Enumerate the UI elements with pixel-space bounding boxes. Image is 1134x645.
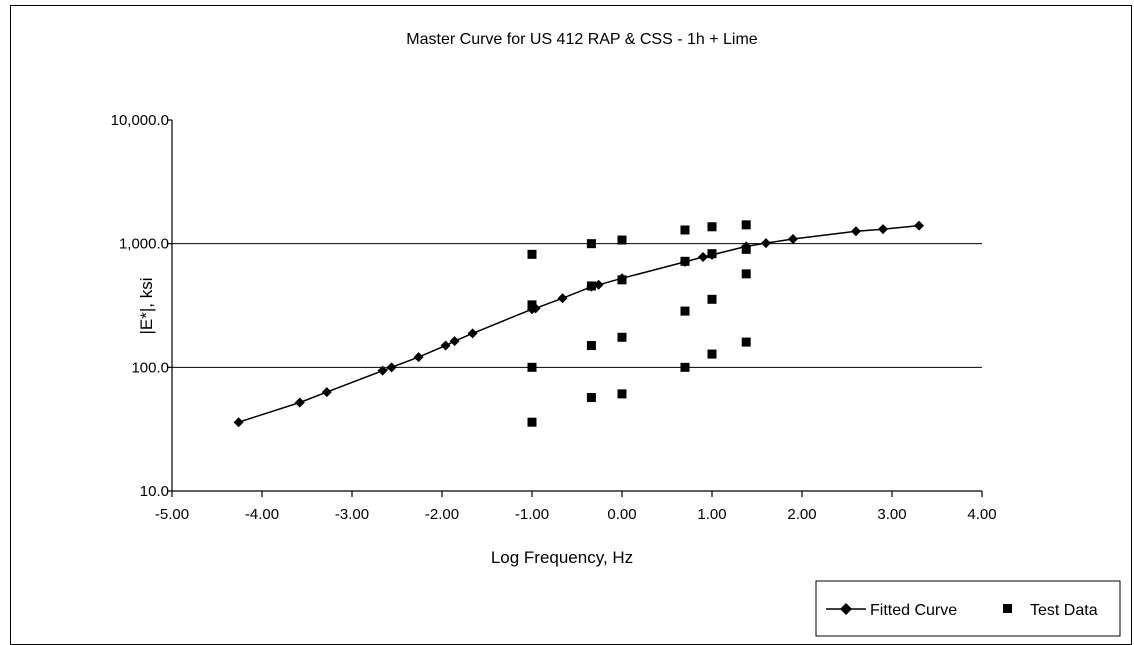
fitted-curve-point [440,340,451,351]
fitted-curve-point [557,293,568,304]
y-tick-label: 10.0 [140,483,169,500]
x-tick-label: -2.00 [425,506,459,523]
x-tick-label: 2.00 [787,506,816,523]
fitted-curve-point [233,417,244,428]
fitted-curve-point [413,352,424,363]
test-data-point [680,306,690,316]
y-tick-label: 1,000.0 [119,236,169,253]
y-tick-label: 10,000.0 [111,112,169,129]
test-data-point [707,294,717,304]
x-tick-label: 1.00 [697,506,726,523]
grid-lines [172,243,982,368]
x-tick-label: 0.00 [607,506,636,523]
test-data-point [741,269,751,279]
fitted-curve-series [233,220,924,428]
legend: Fitted Curve Test Data [815,580,1121,637]
test-data-point [707,249,717,259]
fitted-curve-point [294,397,305,408]
fitted-curve-point [698,252,708,263]
test-data-point [707,222,717,232]
axes [167,119,983,497]
test-data-point [586,341,596,351]
legend-label-fitted: Fitted Curve [870,602,957,619]
y-axis-title: |E*|, ksi [137,277,156,334]
test-data-point [586,393,596,403]
x-tick-label: 3.00 [877,506,906,523]
legend-box [815,580,1121,637]
x-axis-title: Log Frequency, Hz [491,548,633,567]
test-data-point [741,337,751,347]
fitted-curve-point [377,365,388,376]
chart-title: Master Curve for US 412 RAP & CSS - 1h +… [406,31,758,48]
fitted-curve-point [449,336,460,347]
test-data-point [680,362,690,372]
x-tick-label: 4.00 [967,506,996,523]
legend-label-test: Test Data [1030,602,1098,619]
fitted-curve-point [914,220,924,231]
test-data-point [586,239,596,249]
test-data-point [617,275,627,285]
test-data-point [527,249,537,259]
fitted-curve-line [238,224,920,423]
x-tick-label: -5.00 [155,506,189,523]
y-tick-labels: 10.0 100.0 1,000.0 10,000.0 [111,112,169,500]
x-tick-label: -3.00 [335,506,369,523]
fitted-curve-point [788,234,798,245]
fitted-curve-point [386,362,397,373]
legend-marker-diamond [840,603,852,615]
test-data-point [741,244,751,254]
legend-marker-square [1003,604,1012,613]
test-data-point [707,349,717,359]
fitted-curve-point [467,328,478,339]
test-data-point [617,332,627,342]
fitted-curve-point [593,279,604,290]
fitted-curve-point [321,387,332,398]
test-data-point [586,281,596,291]
test-data-point [527,300,537,310]
test-data-point [527,417,537,427]
fitted-curve-point [851,226,861,237]
test-data-point [741,220,751,230]
test-data-point [617,235,627,245]
test-data-point [680,225,690,235]
fitted-curve-point [878,224,888,235]
y-tick-label: 100.0 [131,359,169,376]
test-data-point [680,256,690,266]
x-tick-label: -1.00 [515,506,549,523]
test-data-point [527,362,537,372]
x-tick-label: -4.00 [245,506,279,523]
fitted-curve-point [761,238,771,249]
x-tick-labels: -5.00 -4.00 -3.00 -2.00 -1.00 0.00 1.00 2.00 3.0… [155,506,997,523]
test-data-point [617,389,627,399]
test-data-series [527,220,751,427]
